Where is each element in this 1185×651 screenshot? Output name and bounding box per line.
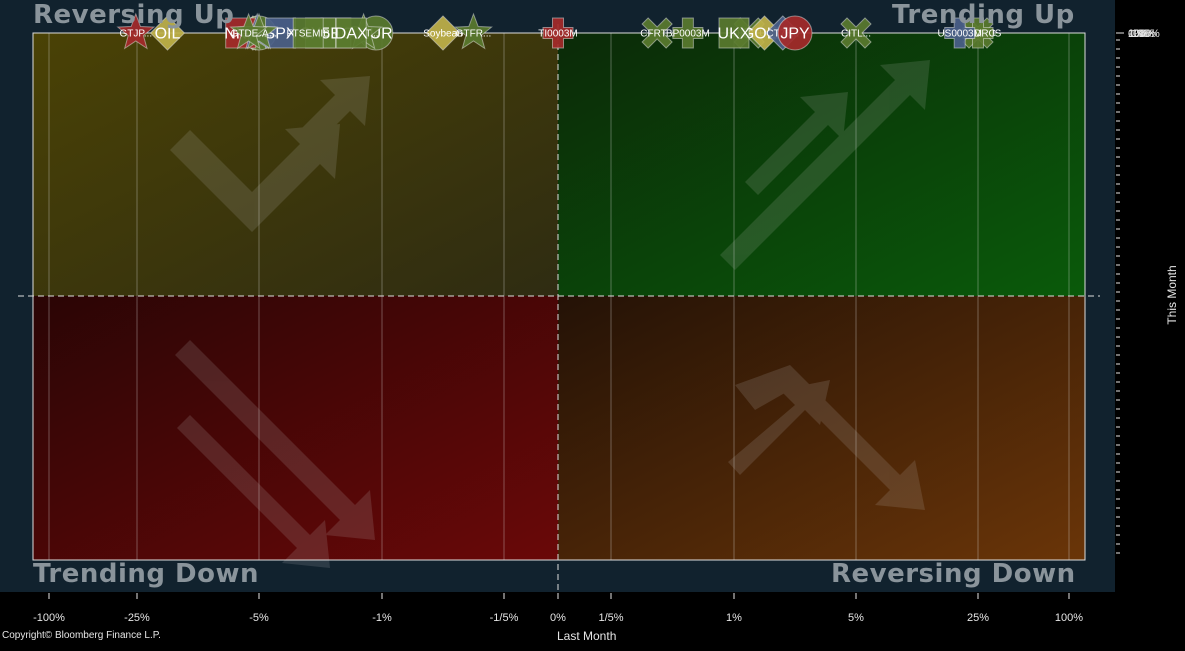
star-marker-icon (454, 12, 493, 50)
quadrant-trending-down (33, 296, 558, 560)
data-point-label: GTJP... (120, 29, 153, 40)
diamond-marker-icon (149, 15, 186, 51)
x-tick-label: -5% (249, 612, 269, 624)
data-point-label: UKX (718, 26, 751, 43)
copyright-notice: Copyright© Bloomberg Finance L.P. (2, 630, 161, 641)
data-point-plus[interactable]: BP0003M (666, 17, 710, 49)
square-marker-icon (335, 17, 367, 49)
data-point-label: EUDRC (960, 29, 996, 40)
star-marker-icon (229, 12, 269, 50)
data-point-square[interactable]: DAX (335, 17, 368, 49)
x-tick-label: 25% (967, 612, 989, 624)
cross-marker-icon (641, 17, 673, 49)
arrow-reversing-down-icon (728, 365, 925, 510)
y-tick-label: -1% (1128, 28, 1148, 40)
data-point-label: DAX (335, 26, 368, 43)
data-point-star[interactable]: GTFR... (454, 12, 493, 50)
data-point-star[interactable]: GTDE... (229, 12, 269, 50)
y-axis-band (1115, 0, 1185, 592)
arrow-trending-down-icon (175, 340, 375, 568)
quadrant-title-trending-down: Trending Down (33, 559, 260, 589)
x-tick-label: -1/5% (490, 612, 519, 624)
plus-marker-icon (542, 17, 574, 49)
x-tick-label: -25% (124, 612, 150, 624)
x-tick-label: -100% (33, 612, 65, 624)
y-axis-title: This Month (1165, 265, 1179, 325)
quadrant-title-reversing-up: Reversing Up (33, 0, 235, 30)
quadrant-reversing-down (558, 296, 1085, 560)
data-point-plus[interactable]: TI0003M (538, 17, 578, 49)
x-axis-ticks: -100% -25% -5% -1% -1/5% 0% 1/5% 1% 5% 25% 100% (33, 593, 1083, 624)
y-tick-label: -100% (1128, 28, 1160, 40)
arrow-trending-up-icon (720, 60, 930, 270)
square-marker-icon (292, 17, 324, 49)
y-axis-ticks: 100%10%1%0%-1%-10%-100% (1116, 28, 1160, 554)
x-tick-label: 1/5% (598, 612, 623, 624)
data-point-label: GTFR... (456, 29, 492, 40)
data-point-circle[interactable]: JPY (777, 15, 813, 51)
data-point-label: JPY (780, 26, 810, 43)
plus-marker-icon (672, 17, 704, 49)
data-point-label: Soybean (423, 29, 462, 40)
diamond-marker-icon (425, 15, 461, 51)
data-point-label: BP0003M (666, 29, 710, 40)
x-tick-label: 100% (1055, 612, 1083, 624)
data-point-plus[interactable]: US0003M (937, 17, 982, 49)
x-tick-label: -1% (372, 612, 392, 624)
quadrant-title-trending-up: Trending Up (892, 0, 1075, 30)
data-points: CFRT...CDBR1USCITL...CUKT1USEUDRCGOLDCT7… (116, 12, 1002, 51)
data-point-label: CITL... (841, 29, 871, 40)
quadrant-title-reversing-down: Reversing Down (831, 559, 1076, 589)
star-marker-icon (116, 12, 156, 50)
data-point-label: CFRT... (640, 29, 674, 40)
data-point-label: GTCA... (241, 29, 277, 40)
arrow-reversing-up-icon (170, 76, 370, 232)
data-point-label: US0003M (937, 29, 981, 40)
data-point-cross[interactable]: CITL... (840, 17, 872, 49)
data-point-square[interactable]: UKX (718, 17, 751, 49)
square-marker-icon (718, 17, 750, 49)
x-axis-band (0, 592, 1185, 651)
y-tick-label: -10% (1128, 28, 1154, 40)
data-point-label: FTSEMIB (287, 29, 331, 40)
data-point-label: OIL (155, 26, 181, 43)
x-tick-label: 0% (550, 612, 566, 624)
data-point-square[interactable]: FTSEMIB (287, 17, 331, 49)
data-point-label: GTDE... (231, 29, 267, 40)
data-point-diamond[interactable]: Soybean (423, 15, 463, 51)
y-tick-label: 10% (1128, 28, 1150, 40)
data-point-label: TI0003M (538, 29, 577, 40)
data-point-star[interactable]: GTJP... (116, 12, 156, 50)
quadrant-trending-up (558, 33, 1085, 296)
plus-marker-icon (944, 17, 976, 49)
data-point-diamond[interactable]: OIL (149, 15, 186, 51)
y-tick-label: 1% (1128, 28, 1144, 40)
y-tick-label: 0% (1128, 28, 1144, 40)
x-axis-title: Last Month (557, 629, 617, 643)
data-point-cross[interactable]: CFRT... (640, 17, 674, 49)
quadrant-reversing-up (33, 33, 558, 296)
x-tick-label: 1% (726, 612, 742, 624)
circle-marker-icon (777, 15, 813, 51)
x-tick-label: 5% (848, 612, 864, 624)
y-tick-label: 100% (1128, 28, 1156, 40)
cross-marker-icon (840, 17, 872, 49)
